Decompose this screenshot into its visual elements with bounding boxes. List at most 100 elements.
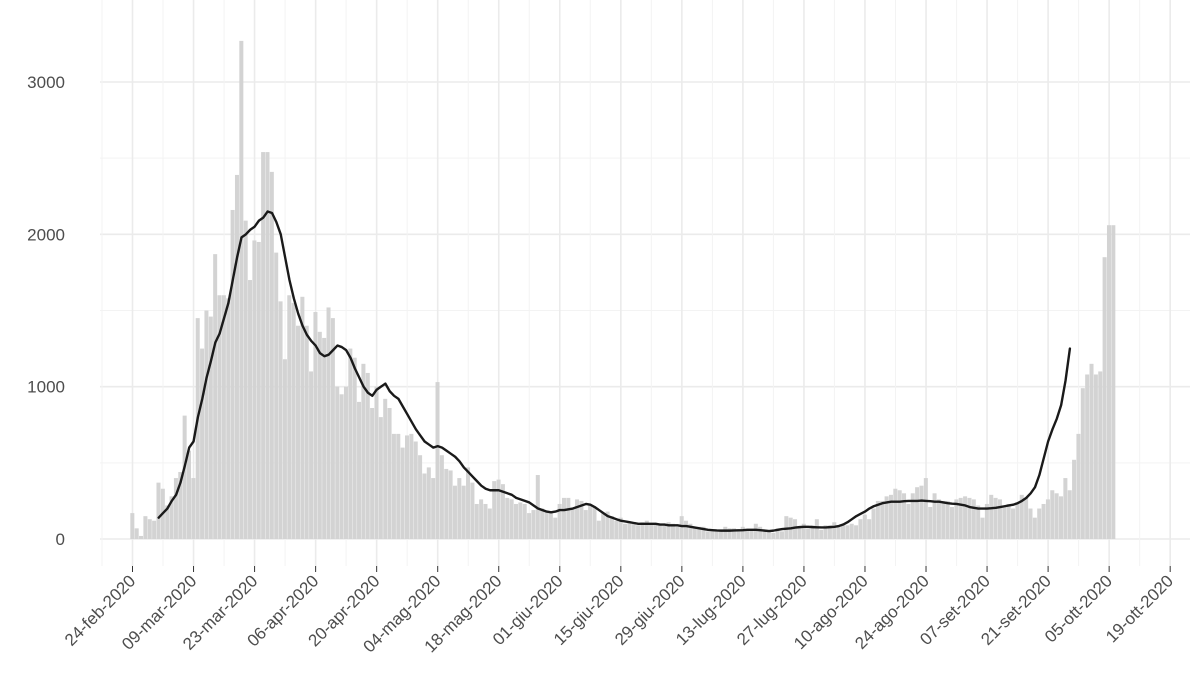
bar <box>553 517 558 539</box>
bar <box>718 531 723 539</box>
bar <box>239 40 244 540</box>
bar <box>740 526 745 539</box>
bar <box>997 499 1002 539</box>
bar <box>300 296 305 539</box>
bar <box>684 520 689 539</box>
bar <box>500 484 505 539</box>
bar <box>461 485 466 539</box>
bar <box>880 500 885 539</box>
bar <box>130 513 135 539</box>
bar <box>169 496 174 539</box>
bar <box>1072 459 1077 539</box>
bar <box>187 450 192 539</box>
bar <box>832 522 837 539</box>
bar <box>814 519 819 539</box>
bar <box>391 433 396 539</box>
bar <box>252 240 257 539</box>
bar <box>727 528 732 539</box>
bar <box>984 503 989 539</box>
bar <box>945 500 950 539</box>
bar <box>313 312 318 539</box>
bar <box>1106 225 1111 539</box>
bar <box>636 525 641 539</box>
bar <box>745 529 750 539</box>
bar <box>335 386 340 539</box>
bar <box>810 525 815 539</box>
bar <box>527 513 532 539</box>
y-axis: 0 1000 2000 3000 <box>27 73 65 549</box>
bar <box>884 496 889 539</box>
bar <box>692 526 697 539</box>
bar <box>958 497 963 539</box>
bar <box>1019 494 1024 539</box>
bar <box>304 325 309 539</box>
bar <box>1098 371 1103 539</box>
bar <box>514 503 519 539</box>
bar <box>1032 517 1037 539</box>
bar <box>200 348 205 539</box>
bar <box>134 528 139 539</box>
bar <box>540 508 545 539</box>
bar <box>139 535 144 539</box>
bar <box>213 254 218 540</box>
bar <box>221 295 226 539</box>
bar <box>466 467 471 539</box>
bar <box>566 497 571 539</box>
bar <box>269 171 274 540</box>
bar <box>518 502 523 539</box>
bar <box>1006 503 1011 539</box>
bar <box>1037 508 1042 539</box>
bar <box>204 310 209 539</box>
bar <box>902 493 907 539</box>
bar <box>875 500 880 539</box>
bar <box>317 331 322 539</box>
bar <box>1002 505 1007 539</box>
bar <box>570 508 575 539</box>
bar <box>561 497 566 539</box>
bar <box>544 511 549 539</box>
bar <box>666 522 671 539</box>
bar <box>823 525 828 539</box>
bar <box>339 394 344 539</box>
bar <box>296 325 301 539</box>
bar <box>653 523 658 539</box>
bar <box>265 152 270 539</box>
bar <box>871 508 876 539</box>
bar <box>588 503 593 539</box>
bar <box>649 523 654 539</box>
bar <box>248 280 253 539</box>
bar <box>156 482 161 539</box>
bar <box>575 499 580 539</box>
bar <box>431 478 436 539</box>
bar <box>396 433 401 539</box>
bar <box>675 526 680 539</box>
bar <box>758 526 763 539</box>
bar <box>274 252 279 539</box>
bar <box>505 497 510 539</box>
bar <box>496 479 501 539</box>
bar <box>732 528 737 539</box>
bar <box>147 519 152 539</box>
bar <box>422 473 427 539</box>
bar <box>714 529 719 539</box>
bar <box>910 493 915 539</box>
bar <box>182 415 187 539</box>
bar <box>928 507 933 539</box>
bar <box>766 529 771 539</box>
bar <box>326 307 331 539</box>
bar <box>971 499 976 539</box>
bar <box>143 516 148 539</box>
bar <box>963 496 968 539</box>
bar <box>470 482 475 539</box>
bar <box>531 510 536 539</box>
bar <box>1011 508 1016 539</box>
bar <box>749 529 754 539</box>
bar <box>1015 502 1020 539</box>
bar <box>439 455 444 539</box>
y-tick-label: 1000 <box>27 378 65 397</box>
bar <box>862 514 867 539</box>
bar <box>474 503 479 539</box>
bar <box>631 523 636 539</box>
bar <box>950 507 955 539</box>
bar <box>409 433 414 539</box>
